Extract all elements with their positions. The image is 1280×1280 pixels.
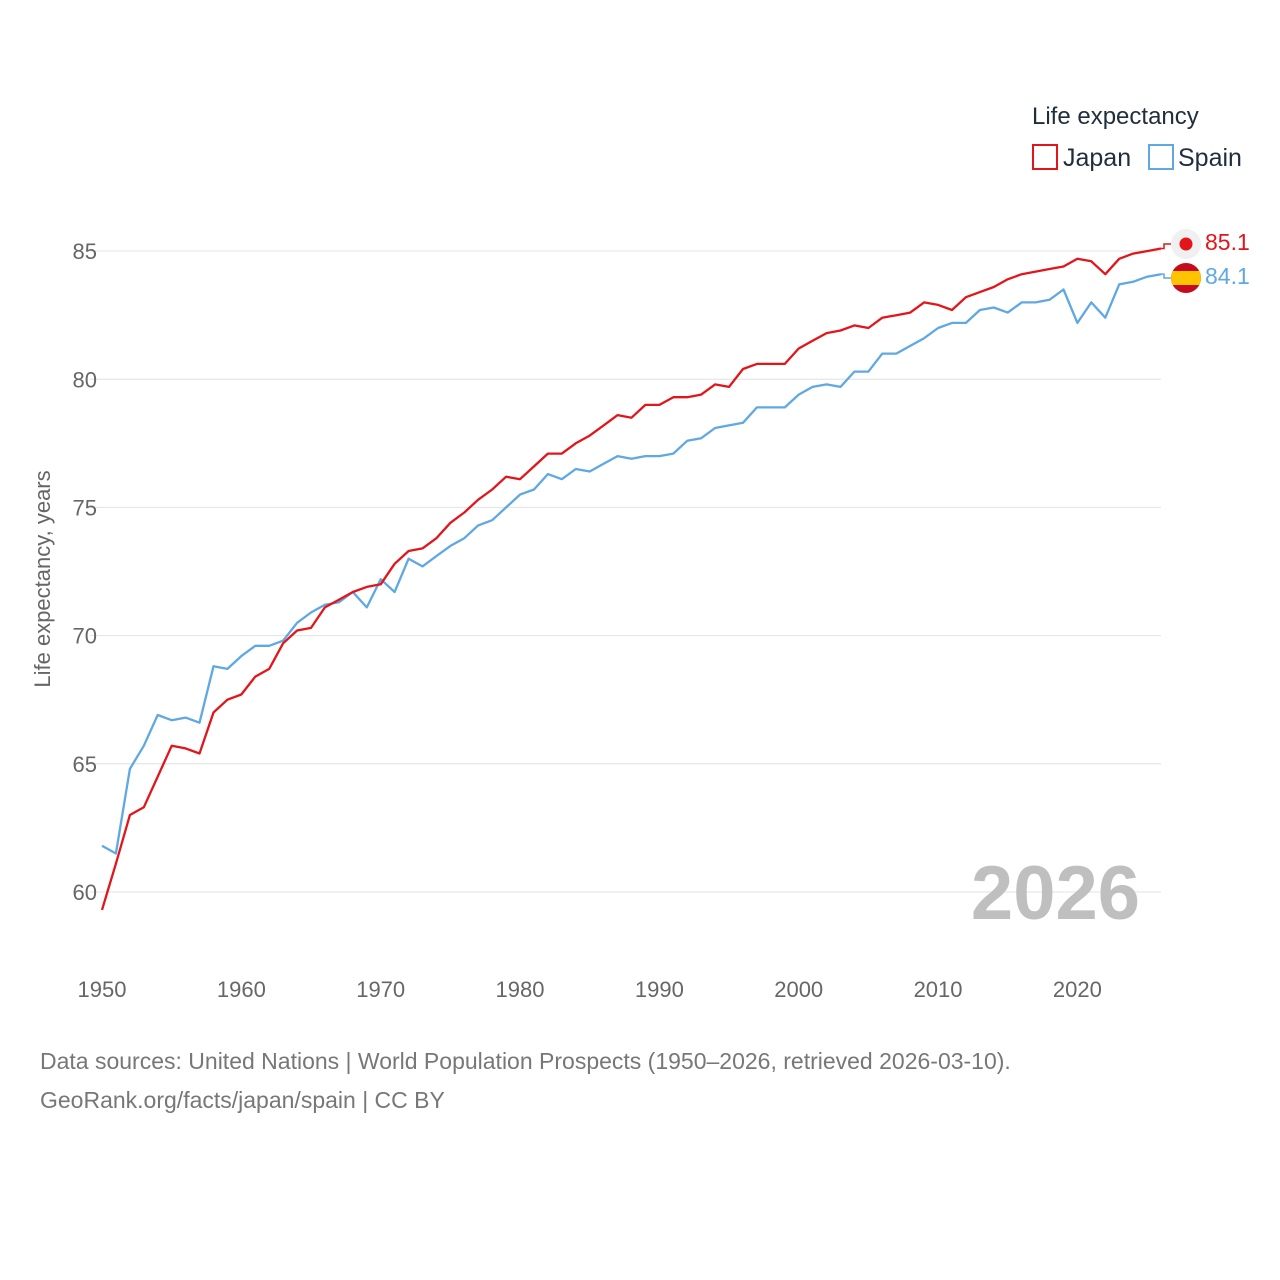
x-axis: 1950 1960 1970 1980 1990 2000 2010 2020 bbox=[78, 977, 1102, 1002]
x-tick-label-2020: 2020 bbox=[1053, 977, 1102, 1002]
year-watermark: 2026 bbox=[971, 851, 1140, 936]
x-tick-label-1970: 1970 bbox=[356, 977, 405, 1002]
y-tick-label-65: 65 bbox=[73, 752, 97, 777]
x-tick-label-2000: 2000 bbox=[774, 977, 823, 1002]
x-tick-label-2010: 2010 bbox=[914, 977, 963, 1002]
x-tick-label-1990: 1990 bbox=[635, 977, 684, 1002]
series-line-japan bbox=[100, 247, 1162, 911]
attribution-link[interactable]: GeoRank.org/facts/japan/spain | CC BY bbox=[40, 1087, 445, 1113]
spain-end-label: 84.1 bbox=[1205, 263, 1250, 289]
y-axis-title: Life expectancy, years bbox=[30, 470, 55, 687]
y-tick-label-80: 80 bbox=[73, 367, 97, 392]
grid bbox=[90, 250, 1161, 893]
data-source-text: Data sources: United Nations | World Pop… bbox=[40, 1048, 1011, 1074]
spain-end-marker: 84.1 bbox=[1161, 263, 1250, 293]
japan-flag-icon bbox=[1171, 229, 1201, 259]
y-tick-label-85: 85 bbox=[73, 239, 97, 264]
x-tick-label-1980: 1980 bbox=[496, 977, 545, 1002]
spain-flag-icon bbox=[1171, 263, 1201, 293]
footer: Data sources: United Nations | World Pop… bbox=[40, 1042, 1240, 1120]
japan-end-marker: 85.1 bbox=[1161, 229, 1250, 259]
legend-label-spain: Spain bbox=[1178, 144, 1242, 172]
spain-connector-line bbox=[1161, 273, 1171, 279]
x-tick-label-1960: 1960 bbox=[217, 977, 266, 1002]
legend-item-spain[interactable]: Spain bbox=[1148, 144, 1242, 172]
y-axis: 60 65 70 75 80 85 bbox=[73, 239, 97, 905]
y-tick-label-75: 75 bbox=[73, 495, 97, 520]
japan-connector-line bbox=[1161, 243, 1171, 250]
legend-swatch-japan bbox=[1032, 144, 1058, 170]
y-tick-label-70: 70 bbox=[73, 624, 97, 649]
series-lines bbox=[100, 247, 1162, 911]
legend: Life expectancy Japan Spain bbox=[1032, 103, 1242, 172]
legend-item-japan[interactable]: Japan bbox=[1032, 144, 1131, 172]
legend-title: Life expectancy bbox=[1032, 103, 1199, 130]
legend-swatch-spain bbox=[1148, 144, 1174, 170]
japan-end-label: 85.1 bbox=[1205, 229, 1250, 255]
legend-label-japan: Japan bbox=[1063, 144, 1131, 172]
x-tick-label-1950: 1950 bbox=[78, 977, 127, 1002]
series-line-spain bbox=[101, 273, 1162, 855]
y-tick-label-60: 60 bbox=[73, 880, 97, 905]
